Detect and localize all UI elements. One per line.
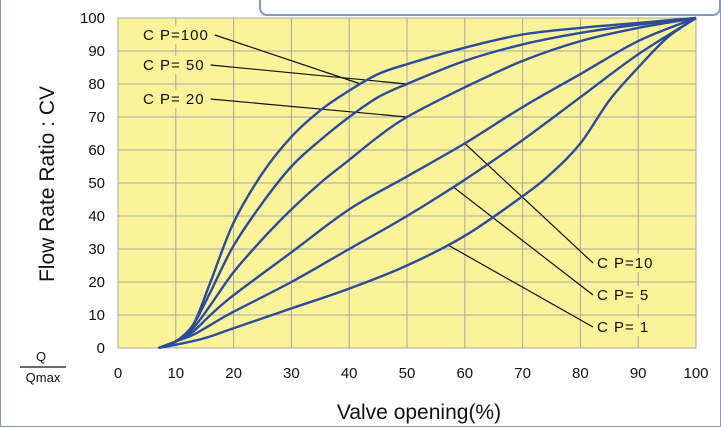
cp-label: C P= 5 bbox=[597, 287, 649, 304]
y-tick-label: 20 bbox=[88, 274, 105, 291]
cp-label: C P= 50 bbox=[143, 57, 205, 74]
x-tick-label: 70 bbox=[514, 365, 531, 382]
x-axis-label: Valve opening(%) bbox=[337, 401, 501, 424]
y-axis-label-denominator: Qmax bbox=[26, 370, 61, 385]
x-tick-label: 80 bbox=[572, 365, 589, 382]
x-tick-label: 60 bbox=[456, 365, 473, 382]
x-tick-label: 50 bbox=[399, 365, 416, 382]
y-tick-label: 60 bbox=[88, 142, 105, 159]
x-tick-label: 10 bbox=[167, 365, 184, 382]
y-tick-label: 80 bbox=[88, 76, 105, 93]
cp-label: C P=10 bbox=[597, 255, 653, 272]
x-tick-label: 40 bbox=[341, 365, 358, 382]
y-tick-label: 90 bbox=[88, 43, 105, 60]
cp-label: C P= 1 bbox=[597, 319, 649, 336]
y-tick-label: 30 bbox=[88, 241, 105, 258]
x-tick-label: 100 bbox=[683, 365, 708, 382]
y-tick-label: 40 bbox=[88, 208, 105, 225]
y-tick-label: 100 bbox=[80, 10, 105, 27]
y-tick-label: 0 bbox=[97, 340, 105, 357]
y-tick-label: 70 bbox=[88, 109, 105, 126]
x-tick-label: 90 bbox=[630, 365, 647, 382]
y-axis-label-numerator: Q bbox=[36, 349, 46, 364]
cp-label: C P=100 bbox=[143, 27, 209, 44]
x-tick-label: 0 bbox=[114, 365, 122, 382]
x-tick-label: 20 bbox=[225, 365, 242, 382]
x-tick-label: 30 bbox=[283, 365, 300, 382]
y-tick-label: 50 bbox=[88, 175, 105, 192]
y-tick-label: 10 bbox=[88, 307, 105, 324]
y-axis-label: Flow Rate Ratio : CV bbox=[36, 86, 59, 282]
cp-label: C P= 20 bbox=[143, 91, 205, 108]
